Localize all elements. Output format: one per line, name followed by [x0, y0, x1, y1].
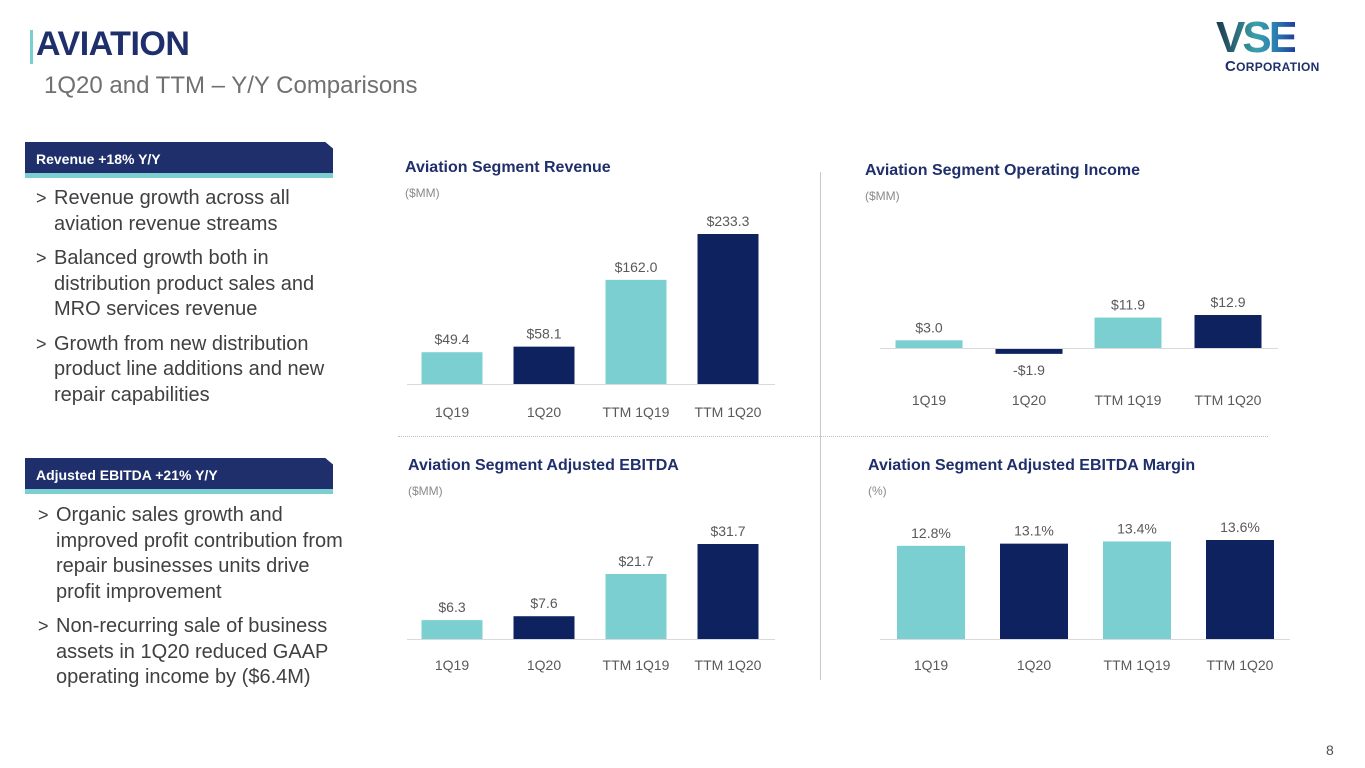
bullet-item: > Organic sales growth and improved profi… [38, 503, 358, 605]
ebitda-section-header: Adjusted EBITDA +21% Y/Y [25, 458, 333, 494]
ebitda-data-label: $6.3 [438, 599, 465, 615]
operating-income-bar [1194, 315, 1262, 348]
bullet-marker: > [38, 505, 49, 525]
ebitda-data-label: $7.6 [530, 595, 557, 611]
bullet-text: Organic sales growth and improved profit… [56, 504, 343, 603]
page-title: AVIATION [36, 25, 190, 63]
revenue-chart-title: Aviation Segment Revenue [405, 159, 611, 176]
ebitda-margin-bar [897, 545, 965, 639]
operating-income-chart-title: Aviation Segment Operating Income [865, 162, 1141, 179]
operating-income-category-label: TTM 1Q20 [1195, 392, 1262, 408]
logo-wordmark: VSE [1216, 13, 1298, 62]
revenue-category-label: TTM 1Q20 [695, 404, 762, 420]
ebitda-category-label: TTM 1Q20 [695, 657, 762, 673]
chart-divider-horizontal [398, 436, 1268, 437]
operating-income-bar [1094, 317, 1162, 348]
logo-subtitle-rest: ORPORATION [1236, 60, 1320, 74]
revenue-category-label: 1Q20 [527, 404, 561, 420]
bullet-text: Balanced growth both in distribution pro… [54, 247, 315, 320]
revenue-bar [513, 346, 575, 384]
ebitda-margin-category-label: TTM 1Q20 [1207, 657, 1274, 673]
bullet-item: > Growth from new distribution product li… [36, 332, 356, 409]
bullet-item: > Revenue growth across all aviation reve… [36, 186, 356, 237]
ebitda-category-label: TTM 1Q19 [603, 657, 670, 673]
ebitda-margin-bar [1000, 543, 1068, 639]
ebitda-margin-data-label: 13.4% [1117, 520, 1157, 536]
operating-income-data-label: $11.9 [1111, 297, 1145, 313]
revenue-section-header: Revenue +18% Y/Y [25, 142, 333, 178]
bullet-text: Growth from new distribution product lin… [54, 332, 325, 406]
operating-income-data-label: -$1.9 [1013, 362, 1045, 378]
ebitda-bar [605, 573, 667, 639]
ebitda-category-label: 1Q19 [435, 657, 469, 673]
revenue-category-label: 1Q19 [435, 404, 469, 420]
ebitda-margin-chart-title: Aviation Segment Adjusted EBITDA Margin [868, 457, 1196, 474]
ebitda-margin-chart-unit: (%) [868, 484, 887, 498]
ebitda-category-label: 1Q20 [527, 657, 561, 673]
ebitda-bar [421, 620, 483, 639]
operating-income-category-label: 1Q19 [912, 392, 946, 408]
bullet-marker: > [38, 616, 49, 636]
revenue-bar [421, 352, 483, 384]
operating-income-bar [995, 349, 1063, 354]
operating-income-bar [895, 340, 963, 348]
ebitda-data-label: $31.7 [710, 523, 745, 539]
revenue-data-label: $233.3 [707, 213, 750, 229]
revenue-data-label: $162.0 [615, 259, 658, 275]
ebitda-margin-data-label: 13.6% [1220, 519, 1260, 535]
bullet-item: > Balanced growth both in distribution pr… [36, 246, 356, 323]
chart-divider-vertical [820, 172, 821, 680]
logo-subtitle-initial: C [1225, 58, 1237, 75]
vse-corporation-logo: VSE CORPORATION [1216, 16, 1340, 76]
ebitda-data-label: $21.7 [618, 553, 653, 569]
bullet-marker: > [36, 188, 47, 208]
operating-income-category-label: 1Q20 [1012, 392, 1046, 408]
operating-income-data-label: $12.9 [1210, 294, 1245, 310]
ebitda-margin-category-label: 1Q19 [914, 657, 948, 673]
ebitda-margin-data-label: 12.8% [911, 525, 951, 541]
ebitda-margin-category-label: 1Q20 [1017, 657, 1051, 673]
operating-income-data-label: $3.0 [915, 319, 942, 335]
revenue-chart-unit: ($MM) [405, 186, 440, 200]
page-subtitle: 1Q20 and TTM – Y/Y Comparisons [44, 72, 418, 99]
page-number: 8 [1326, 742, 1334, 758]
bullet-item: > Non-recurring sale of business assets i… [38, 614, 358, 691]
revenue-data-label: $58.1 [526, 326, 561, 342]
revenue-bullet-list: > Revenue growth across all aviation reve… [36, 186, 356, 417]
ebitda-bar [513, 616, 575, 639]
ebitda-margin-data-label: 13.1% [1014, 523, 1054, 539]
operating-income-chart-unit: ($MM) [865, 189, 900, 203]
bullet-text: Non-recurring sale of business assets in… [56, 615, 329, 688]
ebitda-bullet-list: > Organic sales growth and improved profi… [38, 503, 358, 700]
revenue-bar [697, 234, 759, 384]
ebitda-margin-bar [1103, 541, 1171, 639]
ebitda-bar [697, 544, 759, 639]
logo-subtitle: CORPORATION [1225, 58, 1320, 75]
operating-income-category-label: TTM 1Q19 [1095, 392, 1162, 408]
ebitda-chart-unit: ($MM) [408, 484, 443, 498]
bullet-marker: > [36, 333, 47, 354]
revenue-category-label: TTM 1Q19 [603, 404, 670, 420]
ebitda-chart-title: Aviation Segment Adjusted EBITDA [408, 457, 679, 474]
revenue-bar [605, 279, 667, 384]
bullet-text: Revenue growth across all aviation reven… [54, 187, 290, 235]
title-accent-bar [30, 30, 33, 64]
ebitda-margin-bar [1206, 540, 1274, 639]
ebitda-margin-category-label: TTM 1Q19 [1104, 657, 1171, 673]
bullet-marker: > [36, 248, 47, 268]
revenue-data-label: $49.4 [434, 331, 469, 347]
